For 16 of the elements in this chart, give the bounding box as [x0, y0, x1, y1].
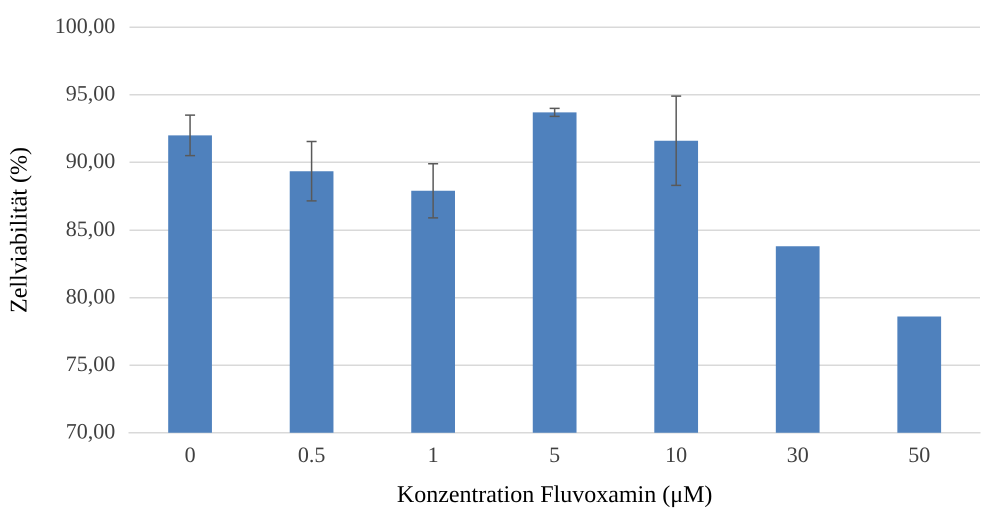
y-tick-label: 70,00 [66, 418, 116, 444]
y-tick-label: 100,00 [54, 12, 116, 38]
x-tick-label: 10 [665, 442, 688, 467]
x-tick-label: 5 [549, 442, 560, 467]
y-tick-label: 95,00 [66, 80, 116, 106]
y-tick-label: 75,00 [66, 350, 116, 376]
y-tick-label: 80,00 [66, 283, 116, 308]
x-tick-label: 1 [428, 442, 439, 467]
x-axis-title: Konzentration Fluvoxamin (μM) [396, 482, 712, 508]
x-tick-label: 0 [184, 442, 196, 467]
y-axis-title: Zellviabilität (%) [6, 147, 33, 313]
x-tick-label: 0.5 [298, 442, 326, 467]
y-tick-label: 90,00 [66, 148, 116, 174]
y-tick-label: 85,00 [66, 216, 116, 241]
x-tick-label: 50 [908, 442, 930, 467]
x-tick-label: 30 [786, 442, 809, 467]
